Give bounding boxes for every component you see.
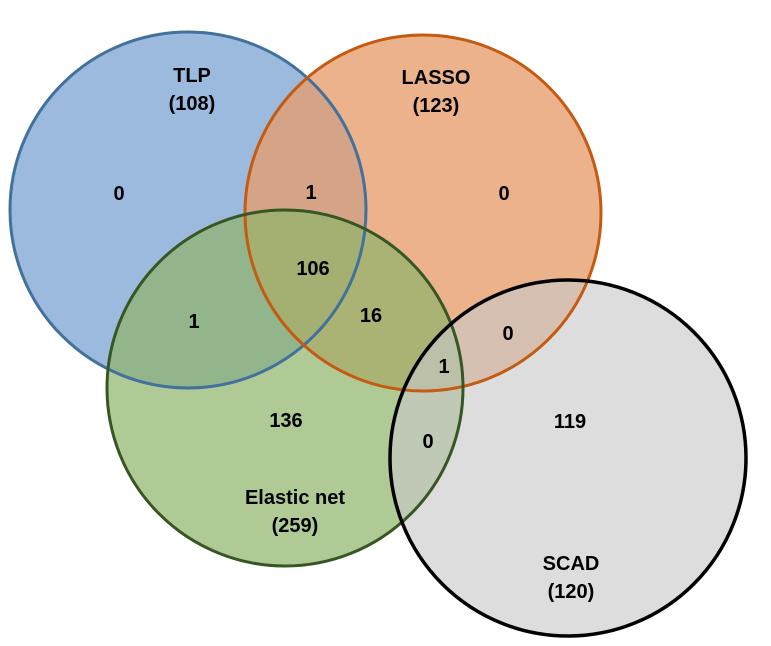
region-tlp-lasso-elastic: 106 — [296, 258, 329, 280]
scad-circle — [390, 280, 746, 636]
region-lasso-scad: 0 — [502, 323, 513, 345]
elastic-net-set-name: Elastic net — [245, 487, 345, 509]
tlp-set-name: TLP — [173, 65, 211, 87]
scad-set-total: (120) — [548, 581, 595, 603]
region-lasso-only: 0 — [498, 183, 509, 205]
region-tlp-lasso: 1 — [305, 182, 316, 204]
region-lasso-elastic-scad: 1 — [438, 356, 449, 378]
region-elastic-only: 136 — [269, 410, 302, 432]
lasso-set-total: (123) — [413, 95, 460, 117]
scad-outline — [388, 278, 748, 638]
elastic-net-circle — [107, 210, 463, 566]
lasso-set-name: LASSO — [402, 67, 471, 89]
region-scad-only: 119 — [554, 411, 586, 433]
region-tlp-elastic: 1 — [188, 311, 199, 333]
lasso-outline — [243, 33, 603, 393]
region-tlp-only: 0 — [113, 183, 124, 205]
region-elastic-scad: 0 — [422, 431, 433, 453]
tlp-set-total: (108) — [169, 93, 216, 115]
elastic-net-set-total: (259) — [272, 515, 319, 537]
tlp-outline — [8, 30, 368, 390]
scad-set-name: SCAD — [543, 553, 600, 575]
elastic-net-outline — [105, 208, 465, 568]
region-lasso-elastic: 16 — [360, 305, 382, 327]
